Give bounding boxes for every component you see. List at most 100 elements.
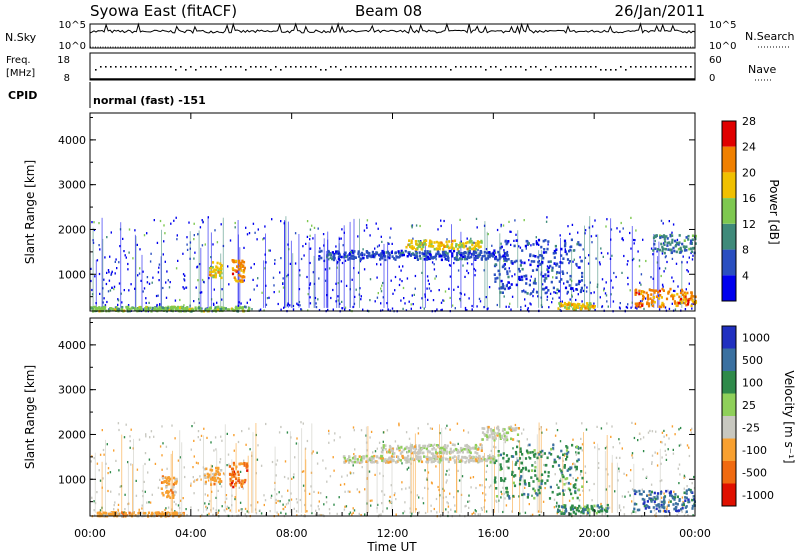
- echo-cell: [494, 263, 497, 266]
- echo-cell: [376, 455, 379, 458]
- range-cell: [193, 238, 195, 241]
- echo-cell: [468, 246, 471, 249]
- echo-cell: [188, 308, 191, 311]
- echo-cell: [487, 428, 490, 431]
- range-cell: [661, 456, 663, 459]
- range-cell: [139, 248, 141, 251]
- freq-dot: [370, 66, 372, 68]
- range-cell: [253, 288, 255, 291]
- range-cell: [677, 467, 679, 470]
- echo-cell: [684, 295, 687, 298]
- echo-cell: [536, 456, 539, 460]
- echo-cell: [166, 308, 169, 312]
- echo-cell: [384, 258, 387, 262]
- range-cell: [240, 302, 242, 305]
- echo-cell: [558, 505, 561, 508]
- beam-streak: [327, 239, 329, 308]
- range-cell: [485, 510, 488, 513]
- range-cell: [273, 284, 275, 287]
- echo-cell: [111, 513, 115, 517]
- range-cell: [113, 449, 115, 452]
- range-cell: [108, 279, 111, 282]
- echo-cell: [556, 455, 559, 458]
- range-cell: [500, 225, 502, 228]
- echo-cell: [652, 296, 655, 299]
- range-cell: [352, 426, 355, 429]
- noise-left-tick-bottom: 10^0: [59, 41, 86, 52]
- range-cell: [114, 260, 116, 263]
- echo-cell: [528, 443, 531, 447]
- echo-cell: [424, 250, 427, 253]
- echo-cell: [565, 303, 568, 306]
- range-cell: [382, 440, 384, 443]
- echo-cell: [519, 478, 522, 482]
- echo-cell: [446, 252, 449, 255]
- range-cell: [654, 451, 656, 454]
- range-cell: [495, 500, 498, 503]
- echo-cell: [414, 248, 418, 251]
- range-cell: [286, 275, 288, 278]
- echo-cell: [466, 444, 469, 448]
- echo-cell: [446, 444, 449, 448]
- echo-cell: [421, 451, 424, 455]
- echo-cell: [348, 253, 351, 256]
- echo-cell: [573, 506, 577, 509]
- range-cell: [200, 434, 203, 437]
- range-cell: [293, 507, 295, 510]
- range-cell: [328, 429, 330, 432]
- echo-cell: [533, 260, 536, 263]
- range-cell: [471, 304, 473, 308]
- range-cell: [505, 504, 508, 507]
- echo-cell: [448, 240, 451, 243]
- echo-cell: [451, 239, 454, 243]
- range-cell: [339, 436, 341, 439]
- echo-cell: [343, 251, 347, 255]
- echo-cell: [683, 291, 686, 295]
- echo-cell: [694, 234, 697, 238]
- echo-cell: [562, 512, 566, 515]
- range-cell: [481, 508, 483, 511]
- echo-cell: [546, 456, 549, 460]
- echo-cell: [241, 479, 244, 483]
- echo-cell: [389, 460, 392, 464]
- echo-cell: [690, 304, 693, 308]
- echo-cell: [394, 460, 398, 464]
- range-cell: [257, 228, 259, 231]
- echo-cell: [394, 251, 397, 255]
- freq-dot: [575, 66, 577, 68]
- echo-cell: [562, 272, 565, 275]
- freq-dot: [460, 66, 462, 68]
- colorbar-segment: [722, 483, 736, 506]
- beam-streak: [367, 458, 369, 513]
- echo-cell: [533, 489, 536, 493]
- range-cell: [274, 259, 276, 262]
- range-cell: [572, 438, 574, 441]
- echo-cell: [558, 456, 561, 460]
- beam-streak: [439, 424, 440, 513]
- echo-cell: [475, 448, 479, 451]
- beam-streak: [522, 452, 524, 513]
- beam-streak: [255, 423, 257, 513]
- echo-cell: [544, 239, 547, 242]
- echo-cell: [397, 444, 400, 448]
- freq-dot: [655, 66, 657, 68]
- echo-cell: [489, 252, 492, 256]
- range-cell: [99, 509, 102, 512]
- range-cell: [630, 306, 632, 309]
- range-cell: [519, 246, 522, 249]
- range-cell: [537, 451, 539, 455]
- beam-streak: [132, 463, 133, 513]
- range-cell: [599, 296, 601, 299]
- range-cell: [468, 500, 471, 503]
- range-cell: [312, 237, 314, 240]
- range-cell: [260, 464, 263, 467]
- range-cell: [323, 503, 325, 506]
- range-cell: [682, 255, 684, 258]
- echo-cell: [461, 455, 464, 459]
- range-cell: [463, 429, 465, 432]
- range-cell: [159, 219, 162, 223]
- beam-streak: [365, 426, 367, 513]
- range-cell: [277, 513, 280, 516]
- colorbar-tick-label: -1000: [742, 489, 774, 502]
- range-cell: [679, 426, 682, 430]
